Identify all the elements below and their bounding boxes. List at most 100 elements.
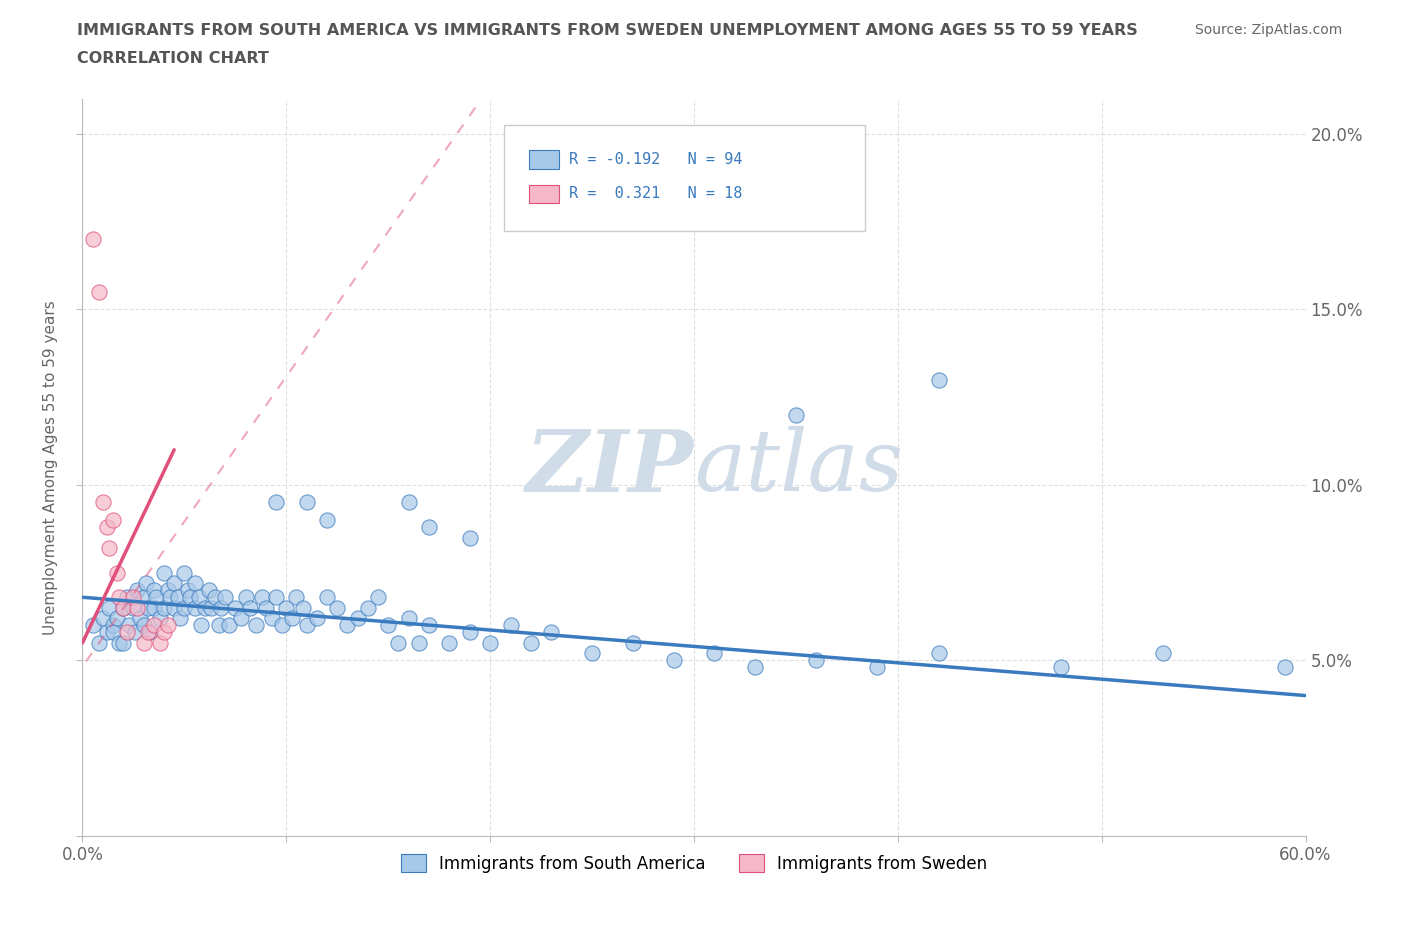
Point — [208, 618, 231, 632]
Point — [127, 583, 149, 598]
Point — [108, 635, 131, 650]
Point — [112, 601, 135, 616]
Point — [418, 520, 440, 535]
Point — [662, 653, 685, 668]
Point — [82, 232, 104, 246]
Point — [204, 590, 226, 604]
Point — [87, 635, 110, 650]
Point — [173, 565, 195, 580]
Point — [214, 590, 236, 604]
Point — [118, 618, 141, 632]
Point — [96, 520, 118, 535]
Point — [254, 601, 277, 616]
Point — [112, 635, 135, 650]
Text: ZIP: ZIP — [526, 426, 695, 509]
Point — [581, 646, 603, 661]
Point — [101, 512, 124, 527]
Point — [153, 601, 176, 616]
Point — [866, 660, 889, 675]
Point — [108, 590, 131, 604]
Point — [163, 576, 186, 591]
Point — [346, 611, 368, 626]
Point — [458, 625, 481, 640]
Point — [439, 635, 461, 650]
Point — [138, 625, 160, 640]
Point — [87, 285, 110, 299]
Point — [142, 601, 165, 616]
Point — [291, 601, 314, 616]
Point — [295, 618, 318, 632]
Point — [157, 583, 180, 598]
Point — [408, 635, 430, 650]
Point — [97, 601, 120, 616]
Point — [209, 601, 232, 616]
Point — [132, 590, 155, 604]
Point — [187, 590, 209, 604]
Point — [806, 653, 828, 668]
Point — [418, 618, 440, 632]
Point — [235, 590, 257, 604]
Point — [744, 660, 766, 675]
Point — [149, 635, 172, 650]
Point — [198, 583, 221, 598]
Point — [132, 618, 155, 632]
Point — [194, 601, 217, 616]
Point — [336, 618, 359, 632]
Point — [142, 583, 165, 598]
Text: R = -0.192   N = 94: R = -0.192 N = 94 — [569, 152, 742, 166]
Point — [271, 618, 294, 632]
Point — [305, 611, 328, 626]
Point — [499, 618, 522, 632]
Point — [479, 635, 502, 650]
Point — [128, 611, 150, 626]
Point — [127, 601, 149, 616]
FancyBboxPatch shape — [529, 185, 560, 204]
Point — [82, 618, 104, 632]
Text: atlas: atlas — [695, 426, 903, 509]
Point — [135, 576, 157, 591]
Point — [264, 590, 287, 604]
Point — [326, 601, 349, 616]
Point — [101, 625, 124, 640]
Point — [179, 590, 201, 604]
Point — [540, 625, 562, 640]
Point — [621, 635, 644, 650]
Point — [316, 512, 339, 527]
Point — [245, 618, 267, 632]
Point — [149, 611, 172, 626]
Point — [177, 583, 200, 598]
Point — [105, 611, 128, 626]
Point — [295, 495, 318, 510]
Text: R =  0.321   N = 18: R = 0.321 N = 18 — [569, 186, 742, 201]
Point — [520, 635, 543, 650]
Point — [458, 530, 481, 545]
Point — [1274, 660, 1296, 675]
Point — [190, 618, 212, 632]
Point — [124, 625, 146, 640]
Legend: Immigrants from South America, Immigrants from Sweden: Immigrants from South America, Immigrant… — [394, 848, 994, 879]
Point — [218, 618, 240, 632]
Point — [367, 590, 389, 604]
Point — [231, 611, 253, 626]
Point — [260, 611, 283, 626]
Point — [928, 646, 950, 661]
Point — [200, 601, 222, 616]
Point — [96, 625, 118, 640]
Point — [105, 565, 128, 580]
Point — [398, 495, 420, 510]
Point — [142, 618, 165, 632]
Point — [387, 635, 409, 650]
Point — [183, 601, 205, 616]
Point — [153, 565, 176, 580]
FancyBboxPatch shape — [505, 125, 865, 232]
FancyBboxPatch shape — [529, 151, 560, 168]
Point — [91, 611, 114, 626]
Point — [97, 540, 120, 555]
Point — [1050, 660, 1073, 675]
Point — [398, 611, 420, 626]
Point — [122, 601, 145, 616]
Point — [183, 576, 205, 591]
Point — [1152, 646, 1174, 661]
Point — [163, 601, 186, 616]
Point — [101, 618, 124, 632]
